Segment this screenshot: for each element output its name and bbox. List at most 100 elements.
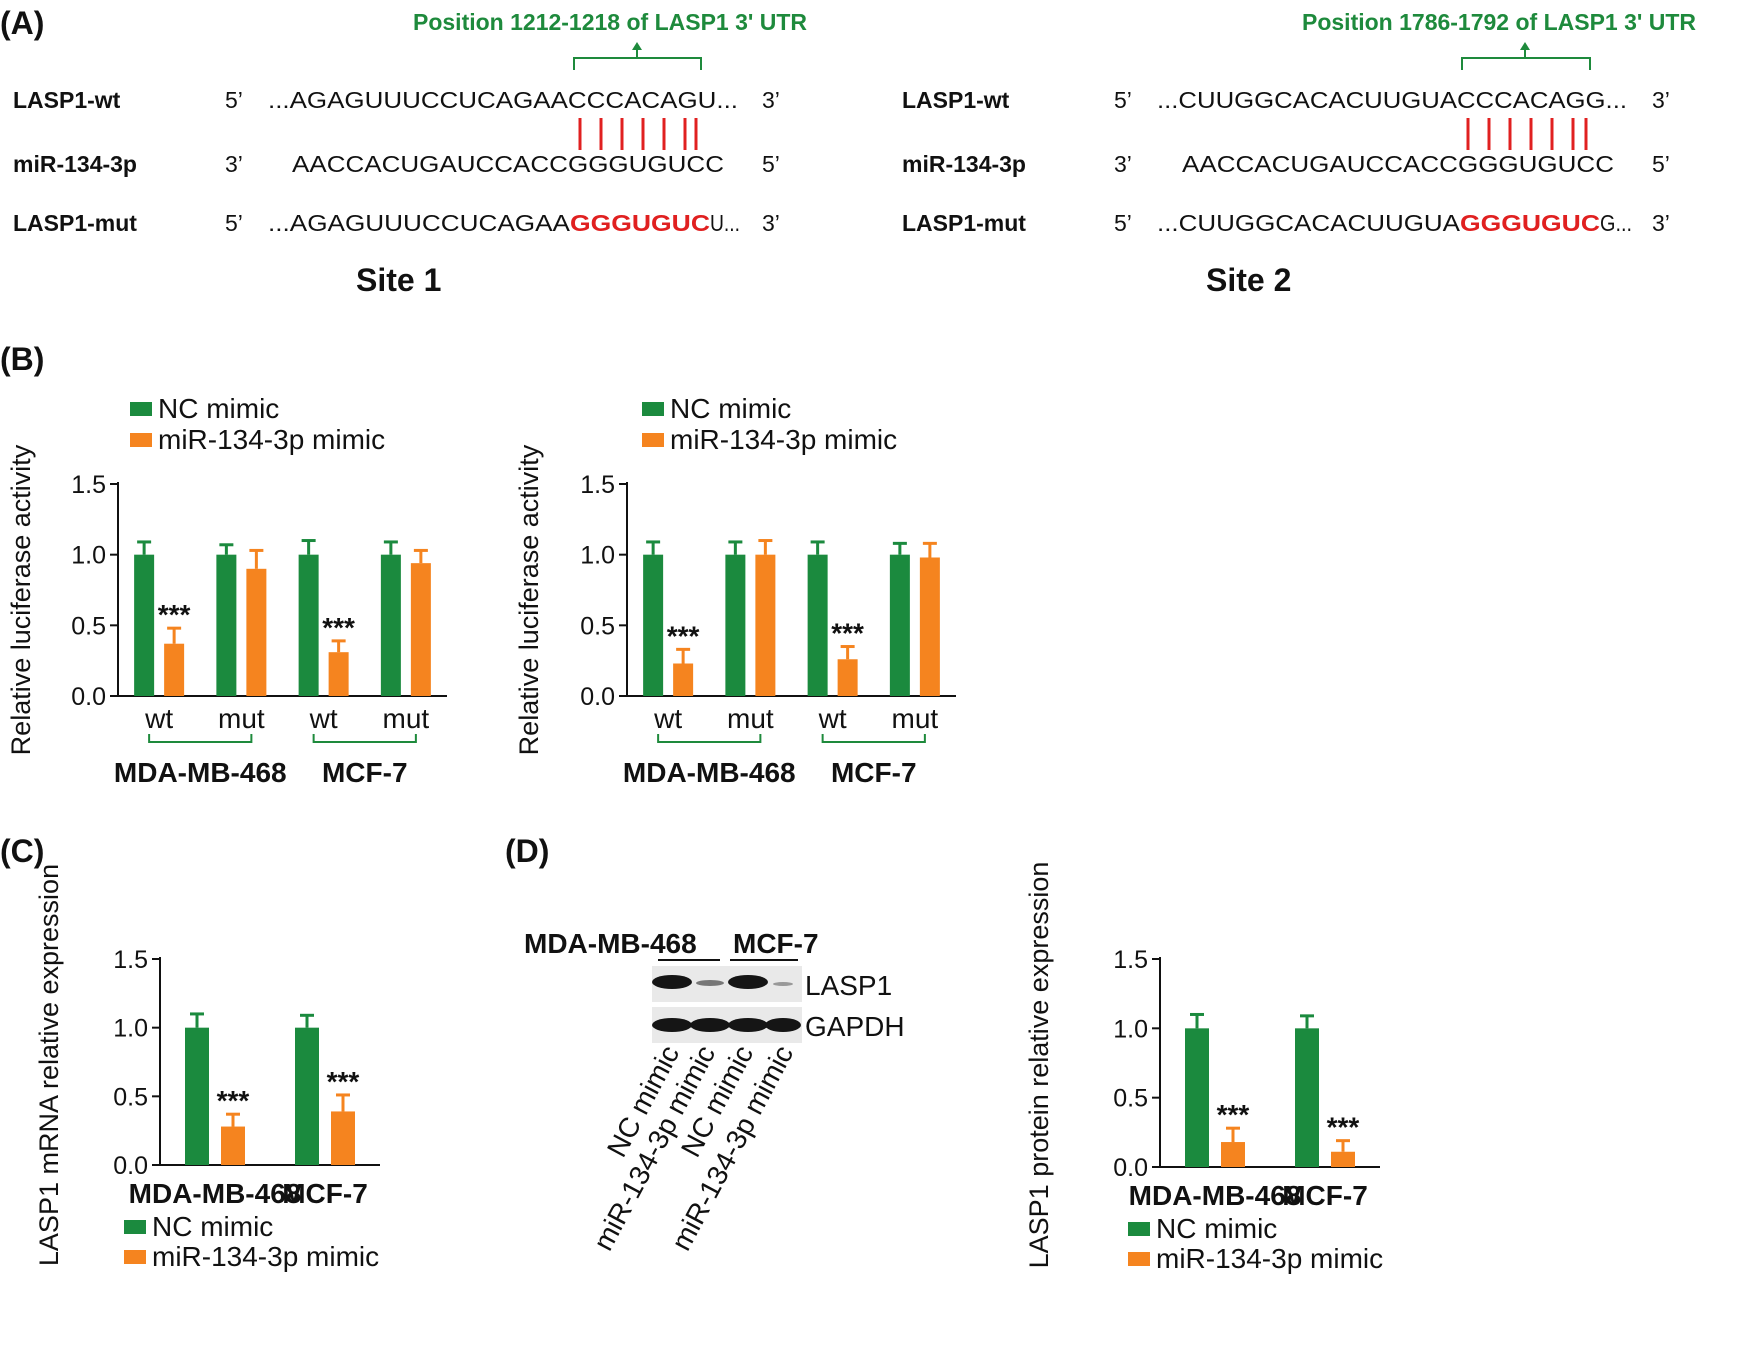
legend-label: miR-134-3p mimic [152,1241,379,1272]
site2-mut-sequence: ...CUUGGCACACUUGUAGGGUGUCG... [1157,210,1632,236]
bar-nc-mimic [380,554,401,696]
bar-mir-134-3p-mimic [837,659,858,696]
site2-alignment: Position 1786-1792 of LASP1 3' UTR LASP1… [902,9,1696,298]
panel-d-label: (D) [505,833,549,869]
bar-mir-134-3p-mimic [246,568,267,696]
y-axis-title: LASP1 protein relative expression [1024,862,1054,1269]
bar-nc-mimic [185,1027,209,1165]
x-category-label: wt [144,703,173,734]
x-category-label: wt [818,703,847,734]
panel-b-label: (B) [0,341,44,377]
chart-b1-luciferase-site1: 0.0 0.5 1.0 1.5 Relative luciferase activity… [6,393,447,788]
y-tick-label: 0.5 [580,612,615,640]
y-axis-title: LASP1 mRNA relative expression [34,864,64,1266]
y-tick-label: 0.0 [580,683,615,711]
site1-wt-sequence: ...AGAGUUUCCUCAGAACCCACAGU... [268,87,738,113]
group-label: MCF-7 [831,757,917,788]
y-tick-label: 1.5 [113,946,148,974]
y-tick-label: 1.5 [71,471,106,499]
significance-stars: *** [322,612,355,643]
y-tick-label: 0.0 [1113,1154,1148,1182]
x-category-label: MDA-MB-468 [1129,1180,1302,1211]
bar-nc-mimic [295,1027,319,1165]
y-tick-label: 0.0 [113,1152,148,1180]
site2-mut-label: LASP1-mut [902,210,1026,236]
legend-label: miR-134-3p mimic [670,424,897,455]
significance-stars: *** [1217,1099,1250,1130]
site2-mut-3end: 3’ [1652,210,1670,236]
site2-mirna-3end: 3’ [1114,151,1132,177]
bar-nc-mimic [1295,1028,1319,1167]
group-label: MDA-MB-468 [623,757,796,788]
site2-wt-sequence: ...CUUGGCACACUUGUACCCACAGG... [1157,87,1627,113]
x-category-label: wt [653,703,682,734]
bar-mir-134-3p-mimic [331,1111,355,1165]
western-blot: MDA-MB-468 MCF-7 LASP1 GAPDH NC mimic mi… [524,928,905,1255]
site1-mirna-5end: 5’ [762,151,780,177]
group-bracket [148,734,253,743]
y-tick-label: 1.5 [1113,946,1148,974]
site1-position-label: Position 1212-1218 of LASP1 3' UTR [413,9,807,35]
legend-label: NC mimic [152,1211,273,1242]
y-tick-label: 1.0 [580,542,615,570]
site1-wt-5end: 5’ [225,87,243,113]
site1-mirna-3end: 3’ [225,151,243,177]
band-lasp1-lane1 [652,975,692,989]
site2-title: Site 2 [1206,262,1291,298]
significance-stars: *** [1327,1112,1360,1143]
bar-mir-134-3p-mimic [673,663,694,696]
y-tick-label: 0.0 [71,683,106,711]
site2-pairing-lines [1466,118,1588,150]
bar-mir-134-3p-mimic [410,563,431,696]
blot-label-gapdh: GAPDH [805,1011,905,1042]
legend-label: NC mimic [670,393,791,424]
chart-d-protein-expression: 0.0 0.5 1.0 1.5 LASP1 protein relative expre… [1024,862,1383,1274]
significance-stars: *** [158,599,191,630]
legend-swatch-nc-mimic [642,402,664,416]
site2-position-label: Position 1786-1792 of LASP1 3' UTR [1302,9,1696,35]
chart-c-mrna-expression: 0.0 0.5 1.0 1.5 LASP1 mRNA relative expressi… [34,864,380,1272]
bar-mir-134-3p-mimic [164,643,185,696]
group-bracket [821,734,926,743]
bar-mir-134-3p-mimic [919,557,940,696]
y-axis-title: Relative luciferase activity [514,444,544,755]
bar-nc-mimic [1185,1028,1209,1167]
site1-arrow-head [632,42,642,50]
bar-nc-mimic [807,554,828,696]
bar-nc-mimic [889,554,910,696]
bar-mir-134-3p-mimic [755,554,776,696]
site1-mirna-sequence: AACCACUGAUCCACCGGGUGUCC [292,151,724,177]
band-gapdh-lane2 [690,1018,730,1032]
legend-swatch-mir-134-3p-mimic [130,433,152,447]
bar-mir-134-3p-mimic [328,652,349,696]
site1-title: Site 1 [356,262,441,298]
blot-header-mda: MDA-MB-468 [524,928,697,959]
site2-wt-label: LASP1-wt [902,87,1010,113]
x-category-label: wt [309,703,338,734]
band-gapdh-lane3 [728,1018,768,1032]
band-lasp1-lane2 [696,980,724,986]
site2-position-bracket [1461,57,1591,70]
bar-nc-mimic [725,554,746,696]
site1-wt-label: LASP1-wt [13,87,121,113]
site1-position-bracket [573,57,702,70]
bar-nc-mimic [134,554,155,696]
legend-label: miR-134-3p mimic [1156,1243,1383,1274]
blot-header-mcf7: MCF-7 [733,928,819,959]
y-tick-label: 0.5 [1113,1085,1148,1113]
legend-swatch-mir-134-3p-mimic [642,433,664,447]
legend-swatch-mir-134-3p-mimic [1128,1252,1150,1266]
bar-nc-mimic [216,554,237,696]
bar-mir-134-3p-mimic [221,1126,245,1165]
legend-label: NC mimic [158,393,279,424]
site2-wt-3end: 3’ [1652,87,1670,113]
band-gapdh-lane4 [765,1018,801,1032]
y-tick-label: 1.0 [71,542,106,570]
significance-stars: *** [217,1085,250,1116]
site1-mut-3end: 3’ [762,210,780,236]
bar-mir-134-3p-mimic [1331,1151,1355,1167]
band-lasp1-lane3 [728,975,768,989]
x-category-label: MCF-7 [282,1178,368,1209]
significance-stars: *** [831,618,864,649]
